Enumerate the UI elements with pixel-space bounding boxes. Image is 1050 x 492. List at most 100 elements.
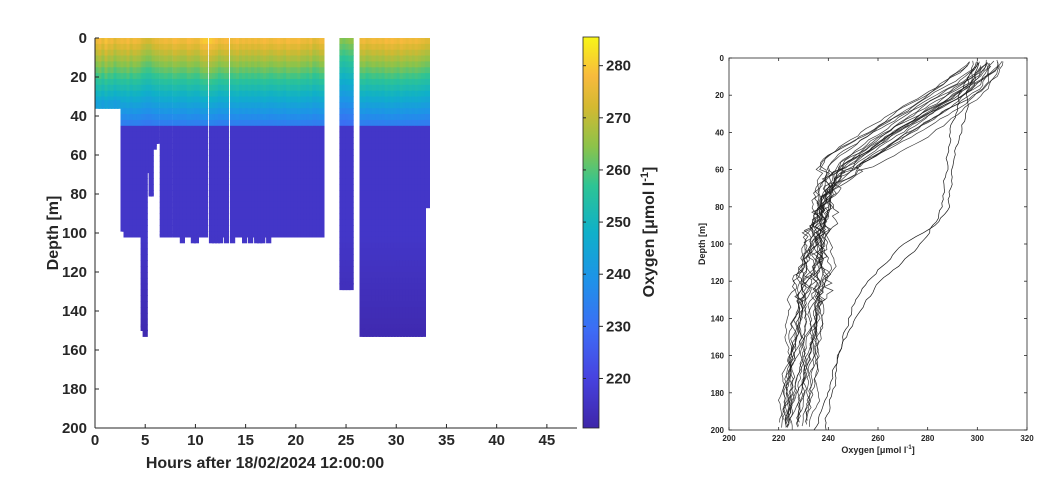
x-tick-label: 20 (287, 432, 304, 449)
y-tick-label: 20 (70, 69, 87, 86)
profile-column (136, 38, 142, 238)
profile-column (293, 38, 299, 238)
y-tick-label: 120 (62, 264, 87, 281)
profile-line (809, 62, 988, 427)
profile-column (186, 38, 192, 238)
y-tick-label: 160 (62, 342, 87, 359)
plot-frame (728, 57, 1028, 431)
profile-column (163, 38, 169, 238)
y-tick-label: 180 (711, 389, 725, 398)
profile-column (248, 38, 254, 244)
colorbar-tick-label: 260 (606, 162, 631, 179)
profile-column (316, 38, 322, 238)
profile-column (142, 38, 148, 337)
x-tick-label: 15 (237, 432, 254, 449)
profile-line (789, 62, 970, 424)
profile-column (359, 38, 365, 337)
profile-column (251, 38, 257, 238)
profile-line (805, 61, 1004, 423)
profile-line (788, 63, 990, 421)
profile-column (297, 38, 303, 238)
x-tick-label: 300 (971, 434, 985, 443)
x-axis-label: Hours after 18/02/2024 12:00:00 (146, 455, 384, 472)
profile-column (280, 38, 286, 238)
profile-line (786, 62, 991, 428)
profile-column (390, 38, 396, 337)
profile-line (781, 65, 992, 420)
y-tick-label: 140 (62, 303, 87, 320)
profile-column (257, 38, 263, 244)
profile-column (116, 38, 122, 109)
profile-column (375, 38, 381, 337)
y-tick-label: 20 (715, 91, 724, 100)
profile-line (797, 65, 968, 427)
profile-column (393, 38, 399, 337)
profile-column (217, 38, 224, 244)
profile-column (172, 38, 178, 238)
profile-column (290, 38, 296, 238)
profile-column (202, 38, 209, 238)
profile-column (159, 38, 165, 238)
profile-column (286, 38, 292, 238)
profile-column (405, 38, 411, 337)
x-tick-label: 0 (91, 432, 99, 449)
profile-column (411, 38, 417, 337)
colorbar-tick-label: 220 (606, 370, 631, 387)
x-tick-label: 30 (388, 432, 405, 449)
profile-column (384, 38, 390, 337)
profile-column (220, 38, 227, 238)
profile-column (120, 38, 126, 232)
colorbar-tick-label: 280 (606, 58, 631, 75)
profile-line (796, 60, 974, 422)
profile-column (242, 38, 248, 244)
colorbar-tick-label: 250 (606, 214, 631, 231)
profile-column (151, 38, 157, 150)
y-axis-label: Depth [m] (697, 223, 707, 265)
profile-column (126, 38, 132, 238)
profile-column (223, 38, 230, 244)
profile-column (199, 38, 205, 238)
profile-column (348, 38, 354, 291)
x-tick-label: 280 (921, 434, 935, 443)
profile-column (233, 38, 239, 238)
profile-column (211, 38, 218, 244)
profile-line (784, 66, 1000, 428)
profile-column (378, 38, 384, 337)
y-tick-label: 200 (62, 420, 87, 437)
x-tick-label: 240 (822, 434, 836, 443)
x-tick-label: 25 (338, 432, 355, 449)
y-tick-label: 40 (70, 108, 87, 125)
profile-line (801, 61, 978, 427)
colorbar: 280 270 260 250 240 230 220 Oxygen [μmol l-1] (582, 36, 658, 429)
y-tick-label: 120 (711, 277, 725, 286)
x-tick-label: 45 (539, 432, 556, 449)
profile-column (339, 38, 345, 291)
profile-column (365, 38, 371, 337)
profile-column (303, 38, 309, 238)
profile-column (208, 38, 215, 244)
profile-column (306, 38, 312, 238)
y-tick-label: 140 (711, 314, 725, 323)
profile-column (387, 38, 393, 337)
profile-line-outlier (824, 61, 980, 431)
y-axis-label: Depth [m] (45, 196, 62, 271)
profile-column (273, 38, 279, 238)
profile-column (362, 38, 368, 337)
profile-column (371, 38, 377, 337)
profile-line (784, 62, 989, 428)
x-tick-label: 320 (1020, 434, 1034, 443)
profile-column (345, 38, 351, 291)
profile-column (424, 38, 430, 209)
y-tick-label: 180 (62, 381, 87, 398)
profile-column (399, 38, 405, 337)
x-tick-label: 5 (141, 432, 149, 449)
y-tick-label: 60 (70, 147, 87, 164)
x-tick-label: 35 (438, 432, 455, 449)
y-tick-label: 80 (715, 203, 724, 212)
profile-column (167, 38, 173, 238)
